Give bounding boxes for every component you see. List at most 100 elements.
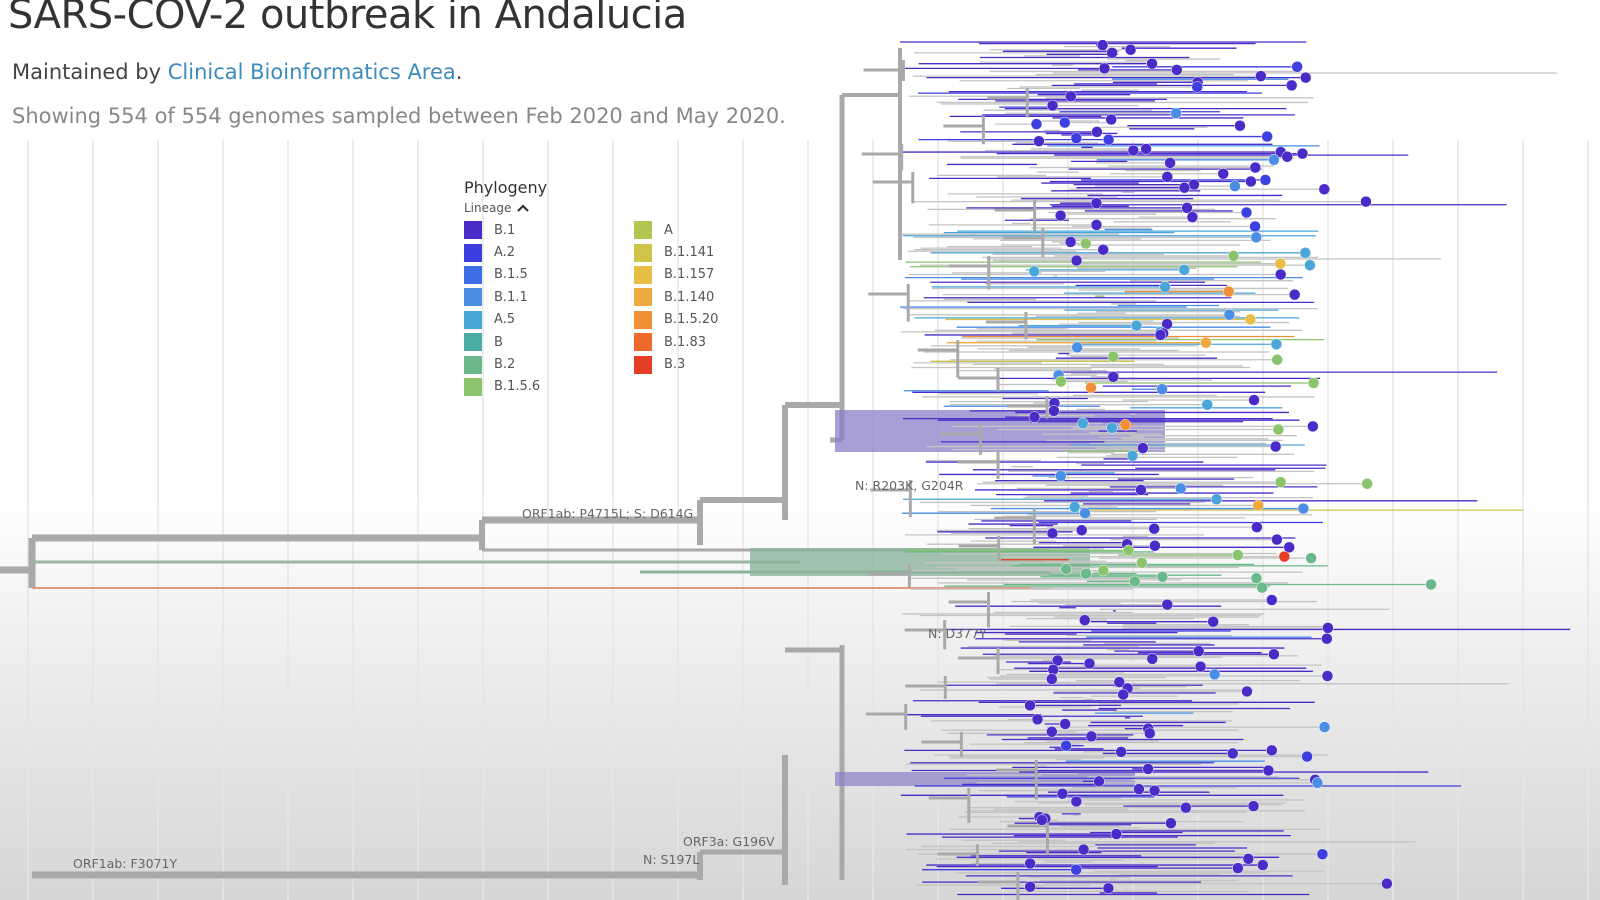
tip-node [1046, 673, 1058, 685]
tip-node [1194, 660, 1207, 673]
tip-node [1240, 206, 1253, 219]
tip-node [1102, 133, 1115, 146]
tip-node [1188, 178, 1200, 191]
tip-node [1250, 231, 1263, 244]
tip-node [1106, 422, 1118, 434]
tip-node [1085, 381, 1097, 394]
legend-title: Phylogeny [464, 178, 548, 197]
legend-label: B.1 [494, 222, 516, 238]
tip-node [1033, 135, 1045, 147]
tip-node [1060, 563, 1072, 575]
legend-item[interactable]: B.1.5 [464, 264, 584, 286]
tip-node [1271, 533, 1283, 546]
tip-node [1154, 329, 1167, 341]
tip-node [1259, 174, 1272, 186]
legend-swatch [634, 265, 652, 284]
tip-node [1241, 685, 1253, 698]
tip-node [1080, 567, 1092, 580]
tip-node [1098, 62, 1111, 75]
legend-item[interactable]: B [464, 331, 584, 353]
legend-item[interactable]: B.2 [464, 353, 584, 375]
tip-node [1054, 209, 1067, 222]
tip-node [1148, 784, 1161, 797]
legend-label: B.1.141 [664, 245, 715, 261]
tip-node [1425, 578, 1437, 591]
legend-item[interactable]: A.5 [464, 309, 584, 331]
tip-node [1133, 783, 1145, 795]
tip-node [1201, 398, 1213, 411]
legend-item[interactable]: B.1 [464, 219, 584, 241]
tip-node [1291, 61, 1303, 73]
tip-node [1146, 57, 1158, 70]
tip-node [1247, 800, 1260, 812]
tip-node [1321, 633, 1333, 645]
tip-node [1281, 150, 1294, 163]
tip-node [1080, 237, 1092, 250]
legend-label: A.2 [494, 245, 516, 261]
tip-node [1046, 99, 1059, 112]
tip-node [1250, 572, 1263, 585]
tip-node [1234, 119, 1246, 132]
legend-label: B.1.5.6 [494, 379, 541, 395]
tip-node [1097, 243, 1109, 256]
legend-swatch [464, 288, 482, 307]
tip-node [1028, 265, 1041, 278]
tip-node [1192, 645, 1205, 657]
legend-swatch [464, 265, 482, 284]
tip-node [1360, 195, 1372, 208]
tip-node [1059, 718, 1071, 730]
tip-node [1270, 338, 1283, 350]
legend-item[interactable]: B.1.5.6 [464, 376, 584, 398]
legend-item[interactable]: B.1.141 [634, 241, 754, 263]
tip-node [1165, 817, 1177, 829]
tip-node [1161, 598, 1174, 611]
tip-node [1106, 47, 1118, 59]
tip-node [1113, 676, 1126, 688]
tip-node [1222, 285, 1235, 298]
tip-node [1244, 313, 1257, 326]
tip-node [1297, 502, 1310, 515]
tip-node [1068, 501, 1081, 513]
tip-node [1028, 411, 1041, 423]
legend-item[interactable]: B.3 [634, 353, 754, 375]
tip-node [1059, 116, 1071, 129]
tip-node [1266, 594, 1278, 606]
legend-item[interactable]: B.1.1 [464, 286, 584, 308]
tip-node [1110, 828, 1123, 840]
tip-node [1164, 157, 1176, 169]
tip-node [1065, 90, 1077, 102]
legend-item[interactable]: A [634, 219, 754, 241]
clade-block [750, 548, 1090, 576]
tip-node [1083, 657, 1096, 670]
maintainer-link[interactable]: Clinical Bioinformatics Area [167, 60, 456, 84]
tip-node [1381, 877, 1393, 890]
tip-node [1274, 257, 1287, 270]
legend-item[interactable]: B.1.157 [634, 264, 754, 286]
tip-node [1311, 777, 1324, 789]
legend-item[interactable]: B.1.140 [634, 286, 754, 308]
tip-node [1130, 319, 1143, 332]
legend-swatch [634, 288, 652, 307]
tip-node [1217, 168, 1229, 180]
legend-item[interactable]: A.2 [464, 241, 584, 263]
tip-node [1031, 713, 1044, 726]
tip-node [1322, 622, 1334, 634]
tip-node [1136, 557, 1148, 569]
tip-node [1096, 39, 1109, 51]
tip-node [1268, 154, 1280, 166]
maintained-suffix: . [455, 60, 463, 84]
tip-node [1299, 71, 1312, 84]
legend-label: A.5 [494, 312, 516, 328]
tip-node [1070, 132, 1083, 144]
legend-item[interactable]: B.1.83 [634, 331, 754, 353]
tip-node [1156, 571, 1169, 583]
legend-item[interactable]: B.1.5.20 [634, 309, 754, 331]
tip-node [1107, 350, 1119, 363]
mutation-label: N: D377Y [928, 626, 987, 641]
legend-toggle[interactable]: Lineage [464, 201, 754, 215]
tip-node [1178, 181, 1191, 194]
legend-swatch [464, 355, 482, 374]
tip-node [1208, 668, 1221, 681]
genome-count-summary: Showing 554 of 554 genomes sampled betwe… [12, 104, 786, 128]
